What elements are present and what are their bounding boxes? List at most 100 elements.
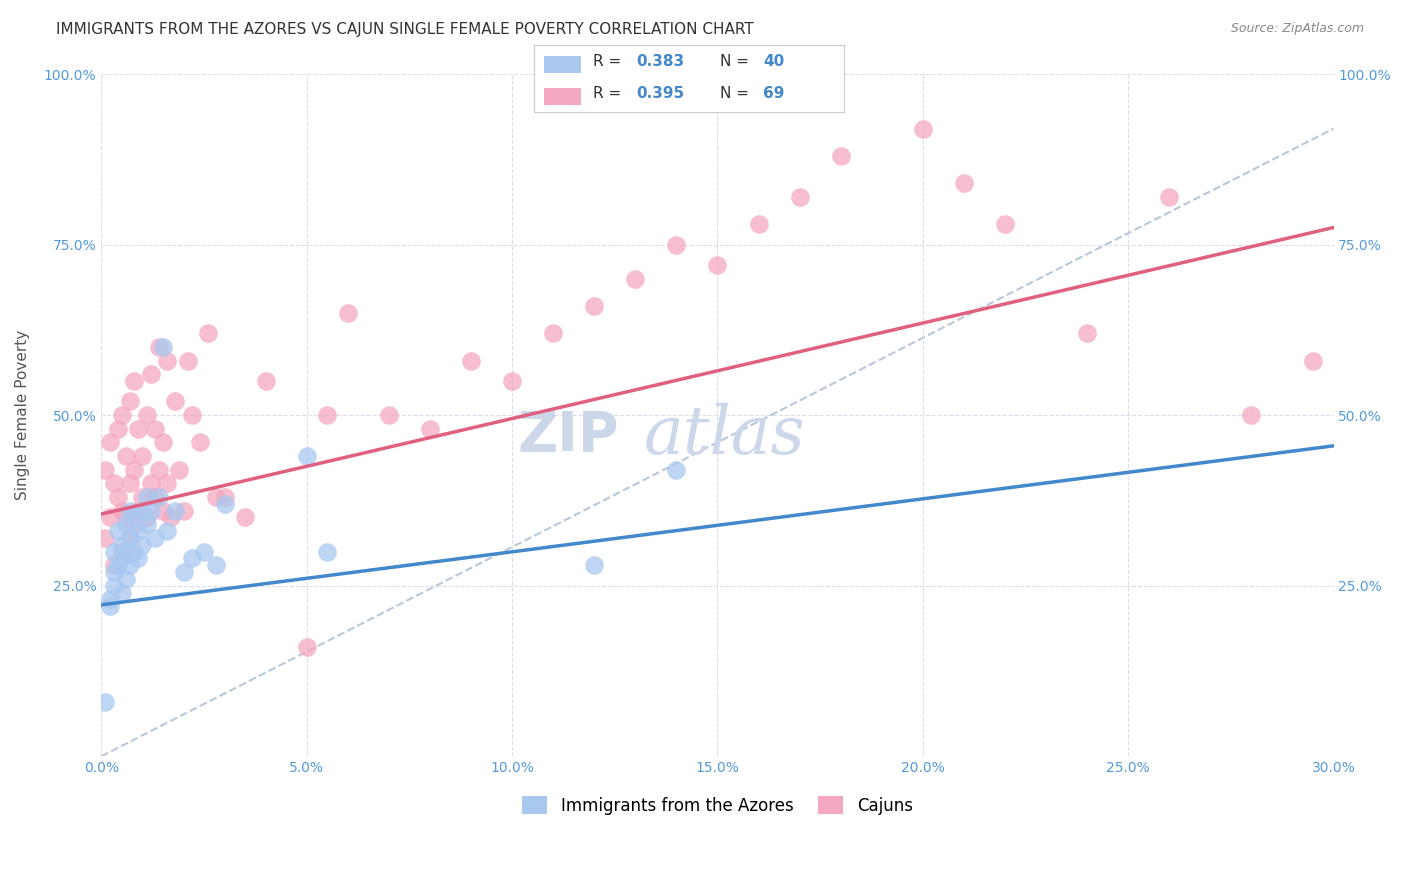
Point — [583, 558, 606, 573]
Point — [120, 558, 142, 573]
Point — [107, 422, 129, 436]
Point — [152, 340, 174, 354]
Point — [789, 190, 811, 204]
Point — [156, 476, 179, 491]
Point — [165, 503, 187, 517]
Point — [143, 490, 166, 504]
Text: Source: ZipAtlas.com: Source: ZipAtlas.com — [1230, 22, 1364, 36]
Point — [107, 490, 129, 504]
Point — [180, 551, 202, 566]
Point — [131, 538, 153, 552]
Point — [115, 572, 138, 586]
Point — [111, 544, 134, 558]
Text: atlas: atlas — [644, 403, 806, 468]
Point — [111, 503, 134, 517]
Point — [188, 435, 211, 450]
Point — [103, 565, 125, 579]
Point — [122, 517, 145, 532]
Point — [148, 463, 170, 477]
Point — [120, 531, 142, 545]
Point — [205, 490, 228, 504]
Point — [94, 695, 117, 709]
Point — [176, 353, 198, 368]
Point — [127, 551, 149, 566]
Point — [541, 326, 564, 341]
Point — [706, 258, 728, 272]
Point — [135, 490, 157, 504]
Point — [156, 353, 179, 368]
Point — [103, 544, 125, 558]
Point — [127, 422, 149, 436]
Point — [994, 217, 1017, 231]
Text: ZIP: ZIP — [517, 409, 619, 463]
Point — [131, 503, 153, 517]
Point — [169, 463, 191, 477]
Point — [111, 538, 134, 552]
Point — [131, 449, 153, 463]
Point — [214, 497, 236, 511]
Point — [378, 408, 401, 422]
Point — [953, 176, 976, 190]
Point — [131, 490, 153, 504]
Point — [501, 374, 523, 388]
Point — [197, 326, 219, 341]
Point — [135, 510, 157, 524]
Text: R =: R = — [593, 54, 626, 70]
FancyBboxPatch shape — [544, 88, 581, 104]
Point — [419, 422, 441, 436]
Point — [98, 592, 121, 607]
Point — [120, 503, 142, 517]
Point — [214, 490, 236, 504]
Text: 40: 40 — [763, 54, 785, 70]
Point — [830, 149, 852, 163]
Point — [122, 374, 145, 388]
Point — [139, 368, 162, 382]
Point — [624, 271, 647, 285]
Point — [115, 517, 138, 532]
Point — [173, 565, 195, 579]
Point — [316, 408, 339, 422]
Text: 0.395: 0.395 — [637, 86, 685, 101]
Y-axis label: Single Female Poverty: Single Female Poverty — [15, 330, 30, 500]
Point — [180, 408, 202, 422]
Point — [747, 217, 769, 231]
Point — [160, 510, 183, 524]
Point — [1159, 190, 1181, 204]
Point — [103, 579, 125, 593]
Point — [295, 449, 318, 463]
Legend: Immigrants from the Azores, Cajuns: Immigrants from the Azores, Cajuns — [515, 789, 921, 823]
Point — [107, 558, 129, 573]
Point — [336, 306, 359, 320]
Point — [135, 408, 157, 422]
Text: 0.383: 0.383 — [637, 54, 685, 70]
Point — [233, 510, 256, 524]
Point — [120, 394, 142, 409]
Point — [98, 599, 121, 614]
Point — [1240, 408, 1263, 422]
Point — [120, 476, 142, 491]
Point — [135, 517, 157, 532]
Point — [103, 558, 125, 573]
Point — [120, 531, 142, 545]
Point — [127, 524, 149, 538]
Text: IMMIGRANTS FROM THE AZORES VS CAJUN SINGLE FEMALE POVERTY CORRELATION CHART: IMMIGRANTS FROM THE AZORES VS CAJUN SING… — [56, 22, 754, 37]
Point — [94, 531, 117, 545]
Point — [143, 531, 166, 545]
Point — [115, 510, 138, 524]
Point — [665, 237, 688, 252]
Text: N =: N = — [720, 86, 754, 101]
Point — [148, 340, 170, 354]
Point — [1076, 326, 1098, 341]
FancyBboxPatch shape — [544, 56, 581, 73]
Point — [152, 435, 174, 450]
Point — [583, 299, 606, 313]
Point — [193, 544, 215, 558]
Point — [98, 510, 121, 524]
Point — [143, 422, 166, 436]
Point — [111, 408, 134, 422]
Point — [115, 449, 138, 463]
Point — [460, 353, 482, 368]
Point — [98, 435, 121, 450]
Point — [911, 121, 934, 136]
Point — [156, 524, 179, 538]
